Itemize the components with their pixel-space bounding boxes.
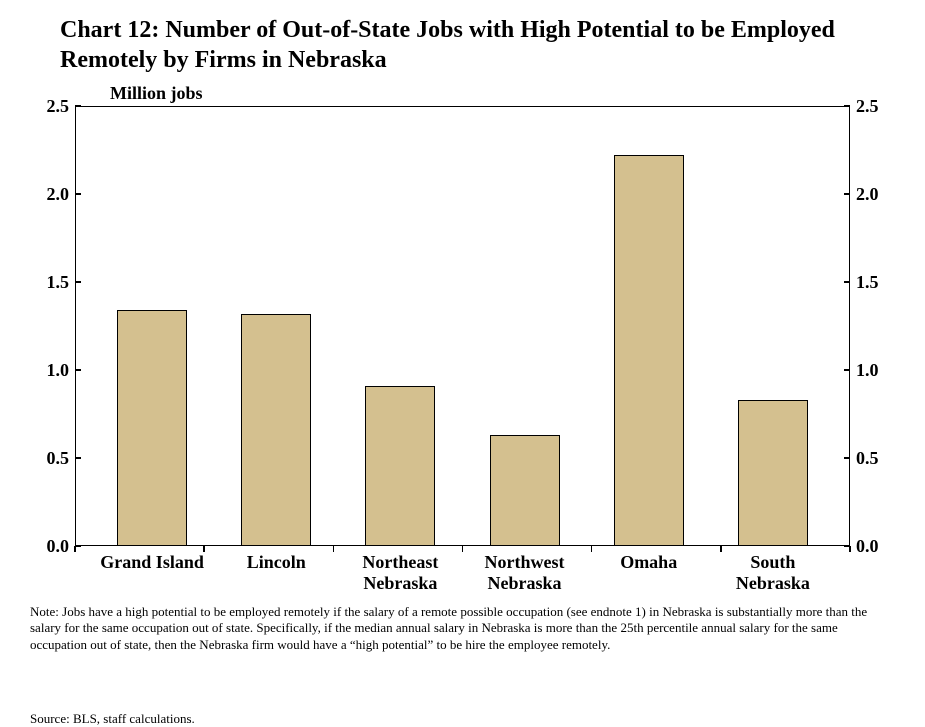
y-label-left: 2.5 xyxy=(47,96,70,117)
chart-title: Chart 12: Number of Out-of-State Jobs wi… xyxy=(60,15,895,75)
x-tick xyxy=(591,546,593,552)
y-label-right: 0.5 xyxy=(856,448,879,469)
bar xyxy=(241,314,311,546)
y-label-right: 0.0 xyxy=(856,536,879,557)
x-tick xyxy=(333,546,335,552)
bar xyxy=(738,400,808,546)
y-label-left: 2.0 xyxy=(47,184,70,205)
x-label: Lincoln xyxy=(221,546,331,593)
chart-subtitle: Million jobs xyxy=(110,83,895,104)
y-label-left: 1.0 xyxy=(47,360,70,381)
chart-note: Note: Jobs have a high potential to be e… xyxy=(30,604,895,653)
y-label-left: 0.0 xyxy=(47,536,70,557)
x-labels: Grand Island Lincoln Northeast Nebraska Nor… xyxy=(75,546,850,593)
x-tick xyxy=(74,546,76,552)
chart-area: 0.00.00.50.51.01.01.51.52.02.02.52.5 Gra… xyxy=(30,106,895,546)
x-label: Northwest Nebraska xyxy=(470,546,580,593)
y-label-right: 2.0 xyxy=(856,184,879,205)
y-label-right: 1.5 xyxy=(856,272,879,293)
y-label-right: 2.5 xyxy=(856,96,879,117)
x-label: Omaha xyxy=(594,546,704,593)
x-label: Grand Island xyxy=(97,546,207,593)
chart-source: Source: BLS, staff calculations. xyxy=(30,711,895,727)
bar xyxy=(365,386,435,546)
x-tick xyxy=(849,546,851,552)
bar xyxy=(490,435,560,546)
y-label-left: 1.5 xyxy=(47,272,70,293)
x-tick xyxy=(462,546,464,552)
bar xyxy=(614,155,684,546)
y-label-left: 0.5 xyxy=(47,448,70,469)
x-tick xyxy=(720,546,722,552)
bar xyxy=(117,310,187,546)
x-label: South Nebraska xyxy=(718,546,828,593)
bars-container xyxy=(75,106,850,546)
x-label: Northeast Nebraska xyxy=(345,546,455,593)
y-label-right: 1.0 xyxy=(856,360,879,381)
x-tick xyxy=(203,546,205,552)
